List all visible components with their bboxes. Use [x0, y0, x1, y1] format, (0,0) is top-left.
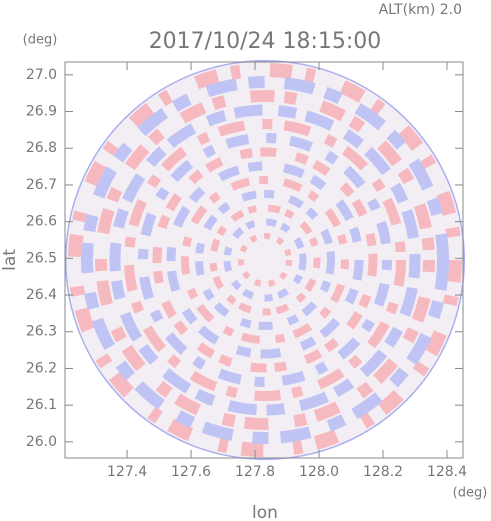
x-tick-label: 127.4 [107, 464, 147, 480]
x-tick-label: 128.2 [363, 464, 403, 480]
x-unit: (deg) [453, 486, 488, 501]
y-tick-label: 26.0 [26, 434, 57, 450]
x-tick-label: 127.6 [171, 464, 211, 480]
y-axis-label: lat [0, 249, 20, 271]
altitude-label: ALT(km) 2.0 [379, 2, 462, 18]
x-tick-label: 128.0 [299, 464, 339, 480]
chart-title: 2017/10/24 18:15:00 [149, 29, 382, 54]
y-tick-label: 26.2 [26, 360, 57, 376]
x-tick-label: 128.4 [427, 464, 467, 480]
plot-frame [64, 61, 464, 459]
reflectivity-field [65, 60, 465, 460]
x-tick-label: 127.8 [235, 464, 275, 480]
y-tick-label: 26.9 [26, 104, 57, 120]
y-tick-label: 26.1 [26, 397, 57, 413]
y-tick-label: 26.3 [26, 324, 57, 340]
y-tick-label: 26.6 [26, 214, 57, 230]
y-tick-label: 27.0 [26, 67, 57, 83]
y-tick-label: 26.5 [26, 250, 57, 266]
y-tick-label: 26.7 [26, 177, 57, 193]
x-axis-label: lon [252, 503, 278, 521]
y-tick-label: 26.4 [26, 287, 57, 303]
y-unit: (deg) [23, 33, 58, 48]
y-tick-label: 26.8 [26, 140, 57, 156]
